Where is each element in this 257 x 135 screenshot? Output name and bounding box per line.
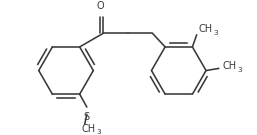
Text: S: S xyxy=(84,112,90,122)
Text: CH: CH xyxy=(198,24,212,34)
Text: 3: 3 xyxy=(237,67,242,73)
Text: CH: CH xyxy=(81,124,95,134)
Text: 3: 3 xyxy=(96,129,101,134)
Text: CH: CH xyxy=(222,60,236,70)
Text: O: O xyxy=(97,1,104,11)
Text: 3: 3 xyxy=(213,30,218,36)
